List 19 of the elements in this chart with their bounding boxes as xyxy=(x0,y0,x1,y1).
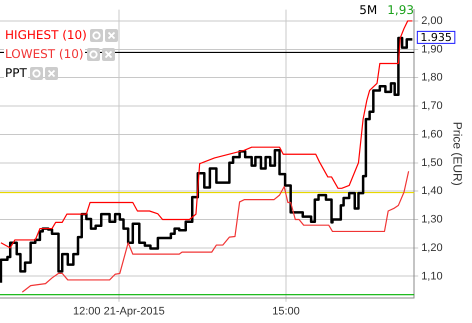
x-tick-label: 15:00 xyxy=(272,305,300,318)
x-tick-label: 12:00 21-Apr-2015 xyxy=(73,305,165,318)
y-tick-label: 2,00 xyxy=(421,14,443,27)
y-tick-label: 1,80 xyxy=(421,72,443,84)
y-tick-label: 1,70 xyxy=(421,100,443,112)
annotation: 1.935 xyxy=(420,31,452,44)
y-tick-label: 1,60 xyxy=(421,128,443,140)
y-tick-label: 1,90 xyxy=(421,43,443,56)
text: HIGHEST (10) xyxy=(4,26,88,45)
y-tick-label: 1,10 xyxy=(421,270,443,282)
y-tick-label: 1,30 xyxy=(421,214,443,226)
y-tick-label: 1,40 xyxy=(421,185,443,198)
text: PPT xyxy=(4,64,28,83)
annotation: 5M xyxy=(359,3,378,17)
y-tick-label: 1,20 xyxy=(421,242,443,254)
annotation: 1,93 xyxy=(387,3,414,17)
y-axis-title: Price (EUR) xyxy=(450,122,464,186)
text: LOWEST (10) xyxy=(4,45,85,64)
y-tick-label: 1,50 xyxy=(421,156,443,169)
